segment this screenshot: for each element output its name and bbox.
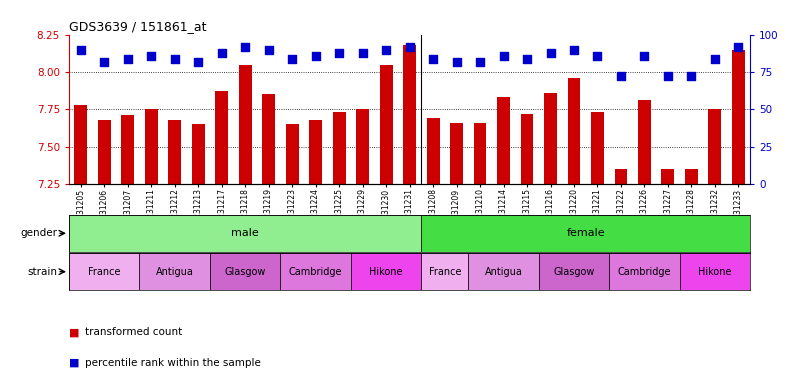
Point — [732, 43, 745, 50]
Bar — [568, 78, 581, 184]
Point — [591, 53, 604, 59]
Bar — [421, 215, 750, 252]
Text: transformed count: transformed count — [85, 327, 182, 337]
Bar — [262, 94, 275, 184]
Point — [191, 58, 204, 65]
Bar — [215, 91, 228, 184]
Point — [144, 53, 157, 59]
Bar — [427, 118, 440, 184]
Point — [333, 50, 345, 56]
Bar — [732, 50, 744, 184]
Bar — [191, 124, 204, 184]
Bar — [521, 114, 534, 184]
Bar — [421, 253, 468, 290]
Text: Cambridge: Cambridge — [289, 266, 342, 277]
Point — [662, 73, 675, 79]
Point — [709, 55, 722, 61]
Point — [168, 55, 181, 61]
Bar — [75, 105, 87, 184]
Text: Hikone: Hikone — [369, 266, 403, 277]
Point — [497, 53, 510, 59]
Point — [97, 58, 110, 65]
Point — [615, 73, 628, 79]
Point — [403, 43, 416, 50]
Text: Antigua: Antigua — [485, 266, 522, 277]
Text: GDS3639 / 151861_at: GDS3639 / 151861_at — [69, 20, 207, 33]
Bar — [139, 253, 210, 290]
Text: strain: strain — [28, 266, 58, 277]
Point — [356, 50, 369, 56]
Point — [285, 55, 298, 61]
Bar — [210, 253, 281, 290]
Bar — [168, 120, 181, 184]
Point — [121, 55, 134, 61]
Bar — [309, 120, 322, 184]
Bar — [615, 169, 628, 184]
Point — [568, 46, 581, 53]
Text: Glasgow: Glasgow — [553, 266, 594, 277]
Bar — [351, 253, 421, 290]
Bar — [539, 253, 609, 290]
Point — [638, 53, 651, 59]
Bar — [638, 101, 651, 184]
Bar — [380, 65, 393, 184]
Point — [262, 46, 275, 53]
Bar — [97, 120, 110, 184]
Bar — [403, 45, 416, 184]
Bar — [680, 253, 750, 290]
Text: Glasgow: Glasgow — [225, 266, 266, 277]
Point — [544, 50, 557, 56]
Bar — [497, 98, 510, 184]
Point — [215, 50, 228, 56]
Text: ■: ■ — [69, 358, 79, 368]
Bar — [69, 253, 139, 290]
Text: Hikone: Hikone — [698, 266, 732, 277]
Point — [521, 55, 534, 61]
Text: gender: gender — [20, 228, 58, 238]
Point — [450, 58, 463, 65]
Bar — [591, 113, 604, 184]
Point — [685, 73, 698, 79]
Point — [309, 53, 322, 59]
Bar — [238, 65, 251, 184]
Point — [380, 46, 393, 53]
Bar — [333, 113, 345, 184]
Point — [427, 55, 440, 61]
Bar — [69, 215, 421, 252]
Bar — [609, 253, 680, 290]
Text: Cambridge: Cambridge — [618, 266, 672, 277]
Bar — [468, 253, 539, 290]
Bar — [709, 109, 722, 184]
Bar — [285, 124, 298, 184]
Bar — [144, 109, 157, 184]
Text: percentile rank within the sample: percentile rank within the sample — [85, 358, 261, 368]
Bar — [685, 169, 698, 184]
Bar — [121, 116, 134, 184]
Text: male: male — [231, 228, 259, 238]
Text: female: female — [566, 228, 605, 238]
Text: France: France — [428, 266, 461, 277]
Bar — [544, 93, 557, 184]
Text: France: France — [88, 266, 120, 277]
Point — [474, 58, 487, 65]
Bar — [356, 109, 369, 184]
Bar — [662, 169, 675, 184]
Bar — [450, 123, 463, 184]
Bar — [281, 253, 351, 290]
Bar — [474, 123, 487, 184]
Text: ■: ■ — [69, 327, 79, 337]
Text: Antigua: Antigua — [156, 266, 194, 277]
Point — [238, 43, 251, 50]
Point — [74, 46, 87, 53]
